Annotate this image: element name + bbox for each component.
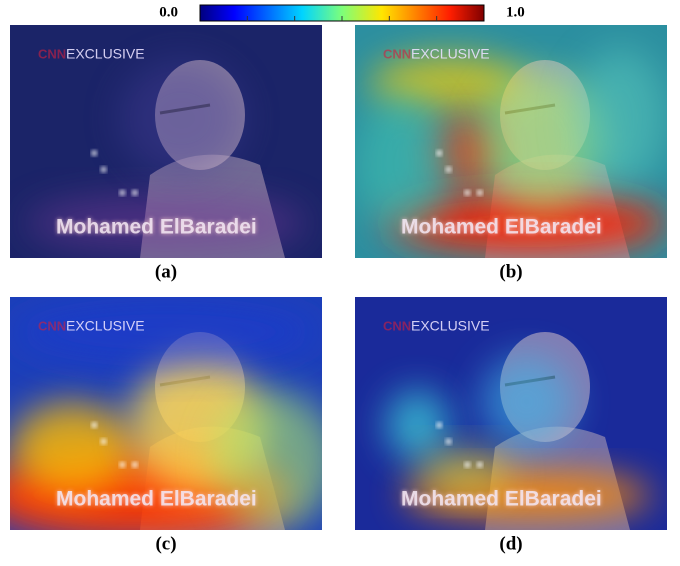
- light: [101, 438, 107, 444]
- banner: EXCLUSIVE: [66, 46, 145, 62]
- panel-label: (d): [499, 533, 522, 554]
- banner: EXCLUSIVE: [411, 318, 490, 334]
- banner: EXCLUSIVE: [66, 318, 145, 334]
- panel-label: (a): [155, 261, 177, 282]
- logo: CNN: [383, 318, 411, 333]
- light: [446, 166, 452, 172]
- light: [436, 150, 442, 156]
- banner: EXCLUSIVE: [411, 46, 490, 62]
- light: [446, 438, 452, 444]
- name: Mohamed ElBaradei: [401, 216, 602, 239]
- colorbar-label: 1.0: [506, 4, 525, 20]
- panel-label: (c): [155, 533, 176, 554]
- heat-region: [119, 60, 244, 177]
- light: [477, 462, 483, 468]
- colorbar-label: 0.0: [159, 4, 178, 20]
- light: [464, 190, 470, 196]
- light: [464, 462, 470, 468]
- logo: CNN: [383, 46, 411, 61]
- logo: CNN: [38, 46, 66, 61]
- name: Mohamed ElBaradei: [56, 488, 257, 511]
- name: Mohamed ElBaradei: [56, 216, 257, 239]
- figure: 0.01.0CNNEXCLUSIVEMohamed ElBaradeiMoham…: [0, 0, 680, 566]
- light: [436, 422, 442, 428]
- light: [91, 422, 97, 428]
- panel-label: (b): [499, 261, 522, 282]
- heat-region: [10, 402, 135, 495]
- light: [132, 462, 138, 468]
- heat-region: [480, 355, 574, 448]
- light: [91, 150, 97, 156]
- light: [132, 190, 138, 196]
- light: [119, 462, 125, 468]
- heat-region: [573, 48, 667, 188]
- name: Mohamed ElBaradei: [401, 488, 602, 511]
- logo: CNN: [38, 318, 66, 333]
- light: [119, 190, 125, 196]
- light: [477, 190, 483, 196]
- light: [101, 166, 107, 172]
- heat-region: [355, 95, 449, 235]
